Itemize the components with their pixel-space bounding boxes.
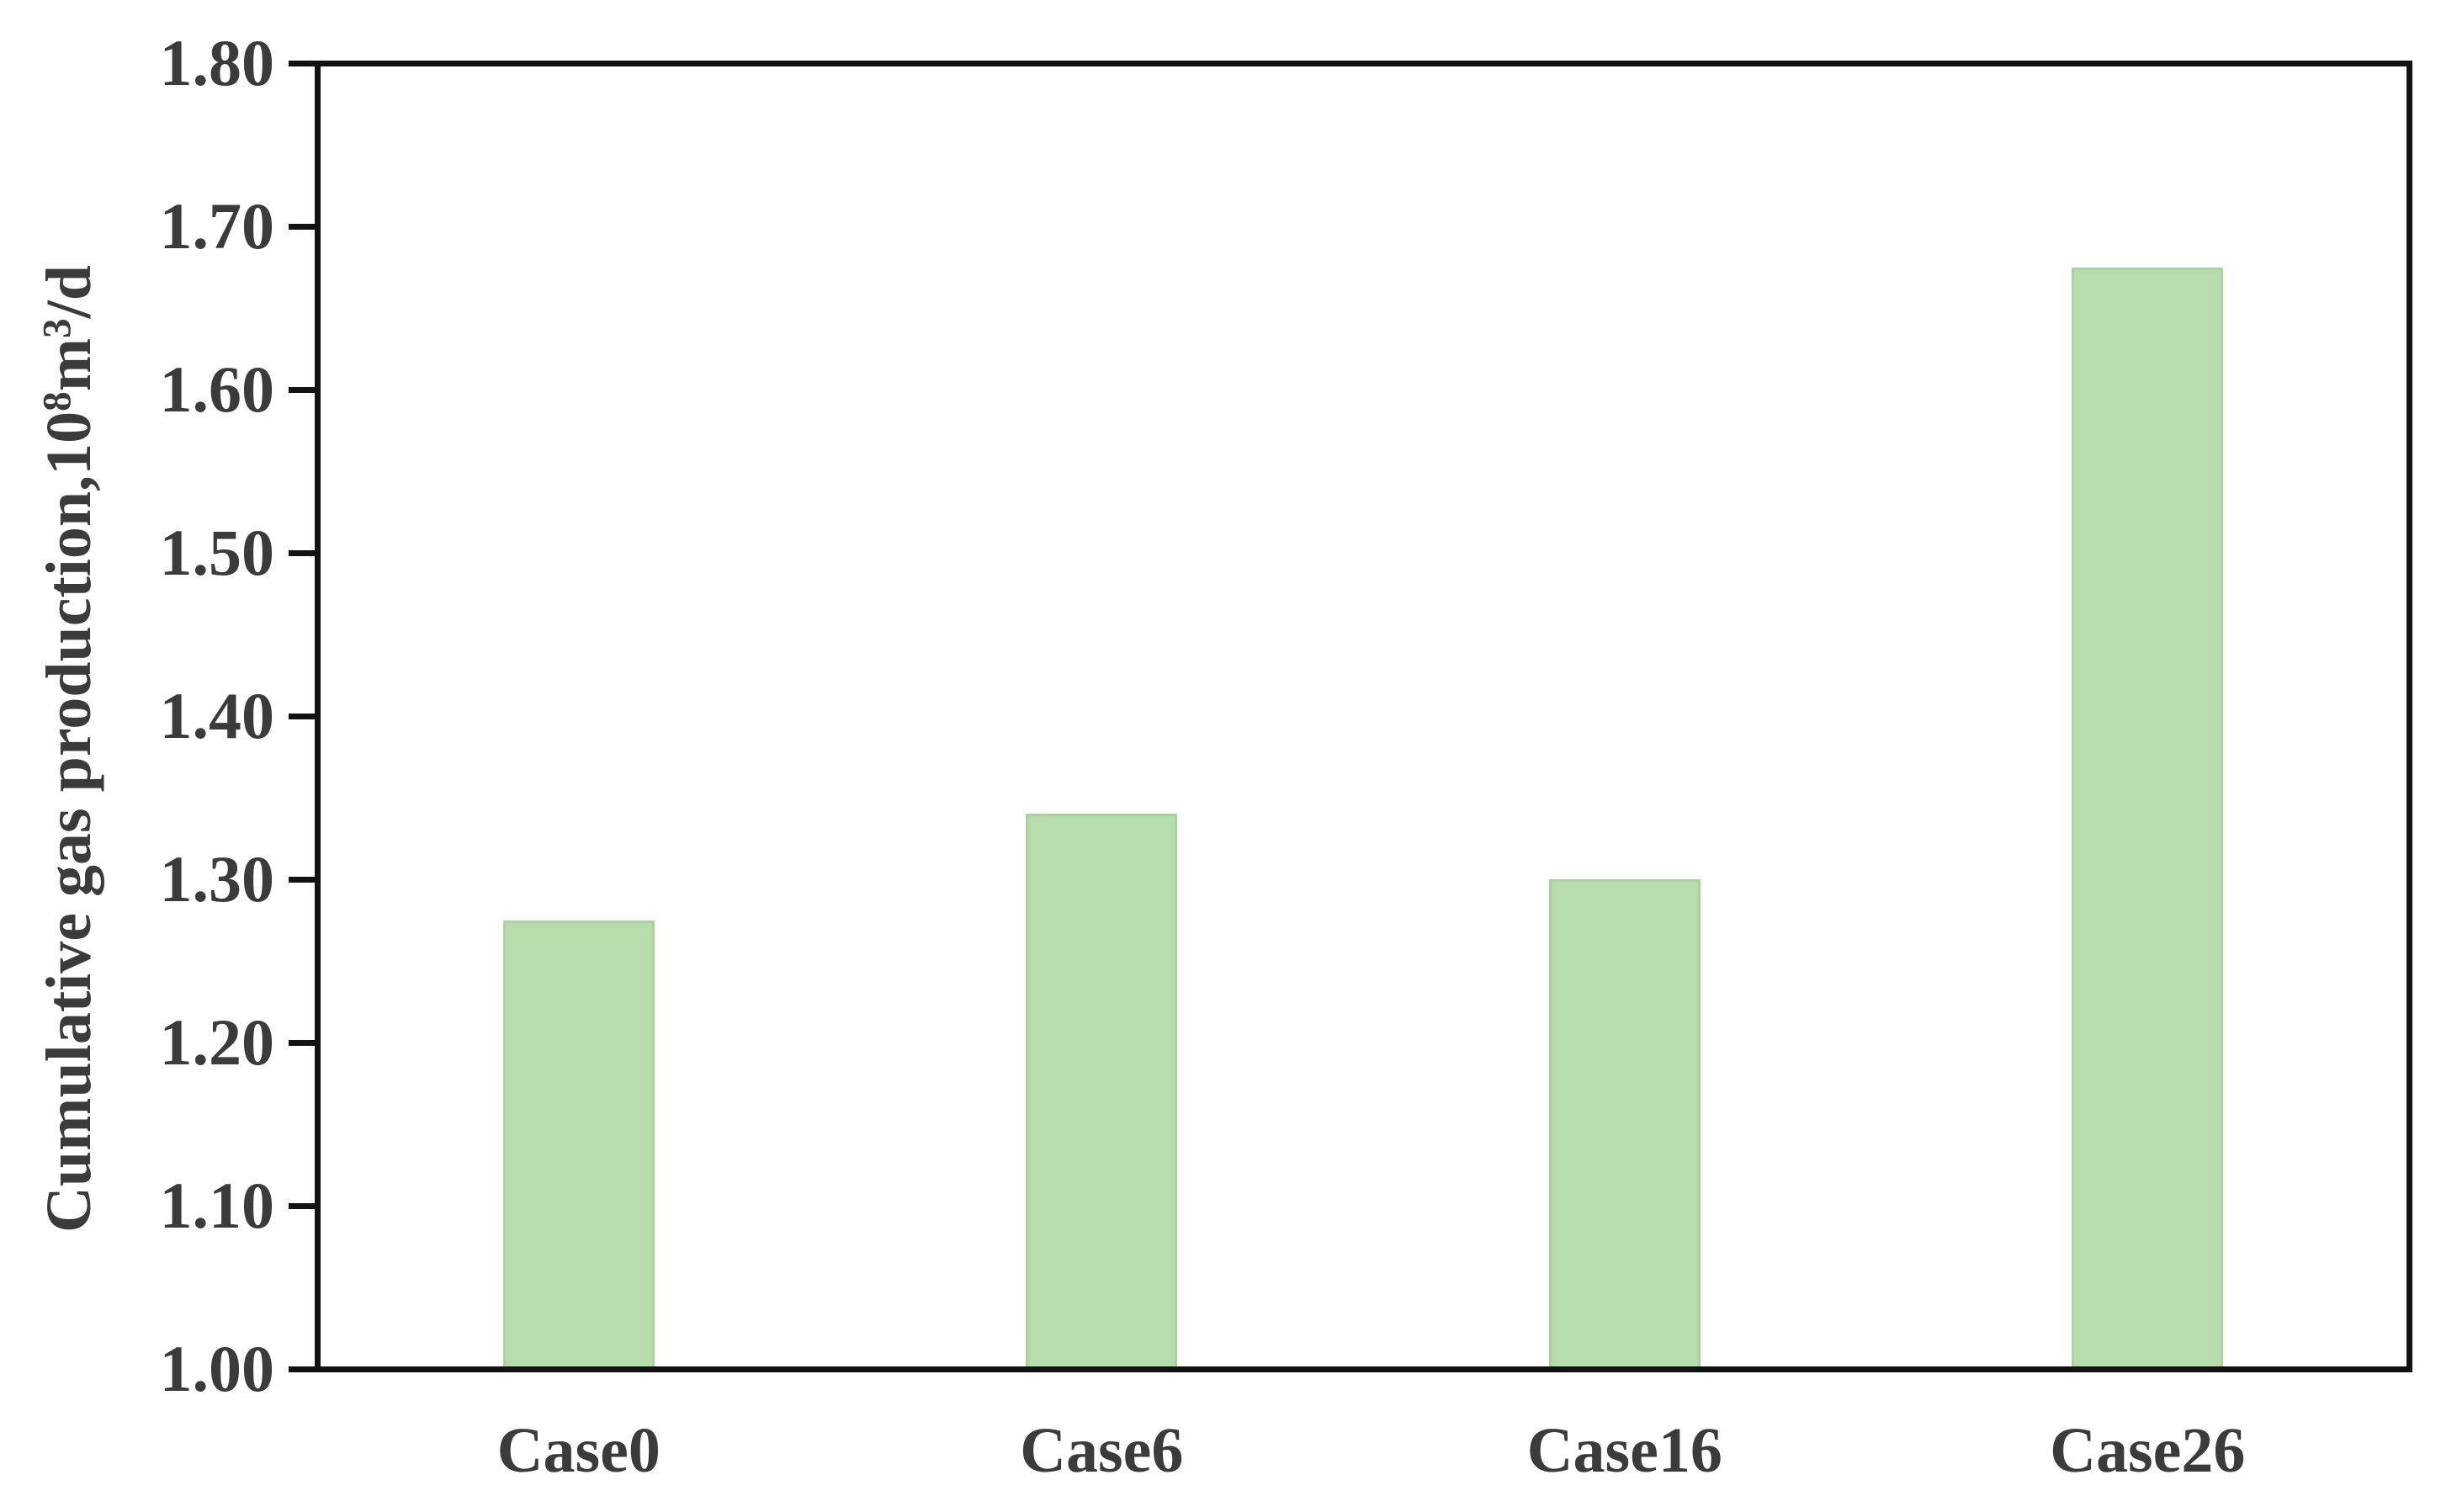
bar-case6 — [1026, 814, 1178, 1369]
y-tick-mark-1.30 — [289, 876, 317, 883]
x-tick-label-case0: Case0 — [496, 1415, 661, 1486]
plot-area — [314, 60, 2412, 1372]
y-tick-label-1.50: 1.50 — [159, 516, 275, 589]
y-tick-label-1.00: 1.00 — [159, 1332, 275, 1405]
y-tick-mark-1.40 — [289, 713, 317, 719]
y-tick-label-1.70: 1.70 — [159, 189, 275, 263]
x-tick-label-case16: Case16 — [1526, 1415, 1722, 1486]
y-tick-mark-1.00 — [289, 1366, 317, 1372]
y-tick-mark-1.60 — [289, 386, 317, 393]
y-tick-label-1.20: 1.20 — [159, 1005, 275, 1079]
x-tick-label-case6: Case6 — [1020, 1415, 1184, 1486]
y-tick-mark-1.20 — [289, 1039, 317, 1046]
y-tick-label-1.30: 1.30 — [159, 842, 275, 915]
y-tick-mark-1.10 — [289, 1202, 317, 1209]
y-axis-title-superscript-3: 3 — [35, 318, 80, 338]
y-tick-label-1.10: 1.10 — [159, 1169, 275, 1242]
y-tick-mark-1.70 — [289, 223, 317, 230]
y-tick-label-1.80: 1.80 — [159, 26, 275, 99]
bar-case0 — [502, 920, 655, 1369]
x-tick-label-case26: Case26 — [2050, 1415, 2246, 1486]
y-tick-mark-1.80 — [289, 60, 317, 66]
y-tick-label-1.60: 1.60 — [159, 353, 275, 426]
y-axis-title-suffix: /d — [34, 265, 104, 319]
y-tick-label-1.40: 1.40 — [159, 679, 275, 752]
y-tick-mark-1.50 — [289, 549, 317, 556]
bar-case26 — [2072, 267, 2224, 1369]
